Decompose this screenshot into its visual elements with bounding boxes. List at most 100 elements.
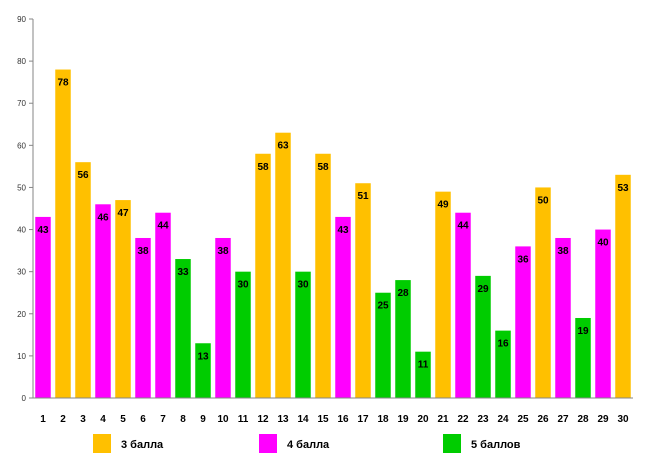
bar <box>315 153 331 398</box>
x-tick-label: 4 <box>100 414 106 425</box>
bar <box>115 200 131 398</box>
bar <box>495 330 511 398</box>
legend-label: 5 баллов <box>471 439 521 451</box>
bar <box>155 212 171 398</box>
bar-value-label: 58 <box>317 162 329 173</box>
x-tick-label: 6 <box>140 414 146 425</box>
legend-swatch <box>443 434 461 453</box>
y-tick-label: 70 <box>17 99 26 108</box>
bar-value-label: 25 <box>377 301 389 312</box>
legend-label: 4 балла <box>287 439 330 451</box>
bar <box>235 271 251 398</box>
x-tick-label: 10 <box>217 414 229 425</box>
x-tick-label: 9 <box>200 414 206 425</box>
x-tick-label: 17 <box>357 414 369 425</box>
bar <box>615 174 631 398</box>
bar-value-label: 51 <box>357 191 369 202</box>
y-tick-label: 60 <box>17 141 26 150</box>
x-tick-label: 1 <box>40 414 46 425</box>
y-axis: 0 10 20 30 40 50 60 70 80 90 <box>17 15 34 403</box>
x-tick-label: 13 <box>277 414 289 425</box>
bar-value-label: 44 <box>157 221 169 232</box>
bar-value-label: 19 <box>577 326 589 337</box>
x-tick-label: 26 <box>537 414 549 425</box>
bar-value-label: 58 <box>257 162 269 173</box>
x-tick-label: 27 <box>557 414 569 425</box>
bar <box>295 271 311 398</box>
bar <box>175 259 191 398</box>
bar <box>215 237 231 398</box>
bar-value-label: 53 <box>617 183 629 194</box>
legend-swatch <box>93 434 111 453</box>
y-tick-label: 30 <box>17 268 26 277</box>
bar <box>75 162 91 398</box>
bar-value-label: 43 <box>37 225 49 236</box>
bar <box>595 229 611 398</box>
bar <box>275 132 291 398</box>
bar <box>375 292 391 398</box>
x-tick-label: 19 <box>397 414 409 425</box>
bar-value-label: 78 <box>57 78 69 89</box>
bar <box>475 275 491 398</box>
x-tick-label: 8 <box>180 414 186 425</box>
x-tick-label: 22 <box>457 414 469 425</box>
x-tick-label: 3 <box>80 414 86 425</box>
legend-item: 5 баллов <box>443 434 521 453</box>
bar <box>35 216 51 398</box>
bar <box>355 183 371 398</box>
bar <box>555 237 571 398</box>
y-tick-label: 40 <box>17 226 26 235</box>
y-tick-label: 20 <box>17 310 26 319</box>
x-tick-label: 23 <box>477 414 489 425</box>
bar-value-label: 46 <box>97 212 109 223</box>
bar-value-label: 28 <box>397 288 409 299</box>
x-tick-label: 7 <box>160 414 166 425</box>
bar-value-label: 44 <box>457 221 469 232</box>
bar-value-label: 49 <box>437 200 449 211</box>
legend-item: 4 балла <box>259 434 330 453</box>
bar-value-label: 50 <box>537 195 549 206</box>
bar-value-label: 56 <box>77 170 89 181</box>
x-tick-label: 30 <box>617 414 629 425</box>
x-tick-label: 21 <box>437 414 449 425</box>
x-tick-label: 5 <box>120 414 126 425</box>
bar-value-label: 40 <box>597 238 609 249</box>
bar-value-label: 30 <box>237 280 249 291</box>
y-tick-label: 80 <box>17 57 26 66</box>
bar <box>195 343 211 398</box>
bar-value-label: 47 <box>117 208 129 219</box>
bar <box>575 317 591 398</box>
bar-value-label: 63 <box>277 141 289 152</box>
y-tick-label: 10 <box>17 352 26 361</box>
x-tick-label: 15 <box>317 414 329 425</box>
bar <box>455 212 471 398</box>
legend-swatch <box>259 434 277 453</box>
bar-value-label: 16 <box>497 339 509 350</box>
bar-value-label: 11 <box>418 360 429 371</box>
x-tick-label: 25 <box>517 414 529 425</box>
y-tick-label: 50 <box>17 183 26 192</box>
x-tick-label: 16 <box>337 414 349 425</box>
bar <box>435 191 451 398</box>
bar <box>415 351 431 398</box>
bar <box>335 216 351 398</box>
bar-value-label: 38 <box>217 246 229 257</box>
x-tick-label: 2 <box>60 414 66 425</box>
x-tick-label: 29 <box>597 414 609 425</box>
legend: 3 балла 4 балла 5 баллов <box>93 434 521 453</box>
bar <box>55 69 71 399</box>
bar <box>95 204 111 398</box>
x-tick-label: 20 <box>417 414 429 425</box>
x-tick-label: 28 <box>577 414 589 425</box>
bar-value-label: 43 <box>337 225 349 236</box>
bar <box>535 187 551 398</box>
x-axis: 1 2 3 4 5 6 7 8 9 10 11 12 13 14 15 16 17 18 19 20 21 22 23 24 2… <box>33 397 633 425</box>
bar <box>515 246 531 398</box>
bar-value-label: 29 <box>477 284 489 295</box>
y-tick-label: 90 <box>17 15 26 24</box>
bar-value-label: 33 <box>177 267 189 278</box>
bar <box>135 237 151 398</box>
legend-label: 3 балла <box>121 439 164 451</box>
y-tick-label: 0 <box>22 394 27 403</box>
